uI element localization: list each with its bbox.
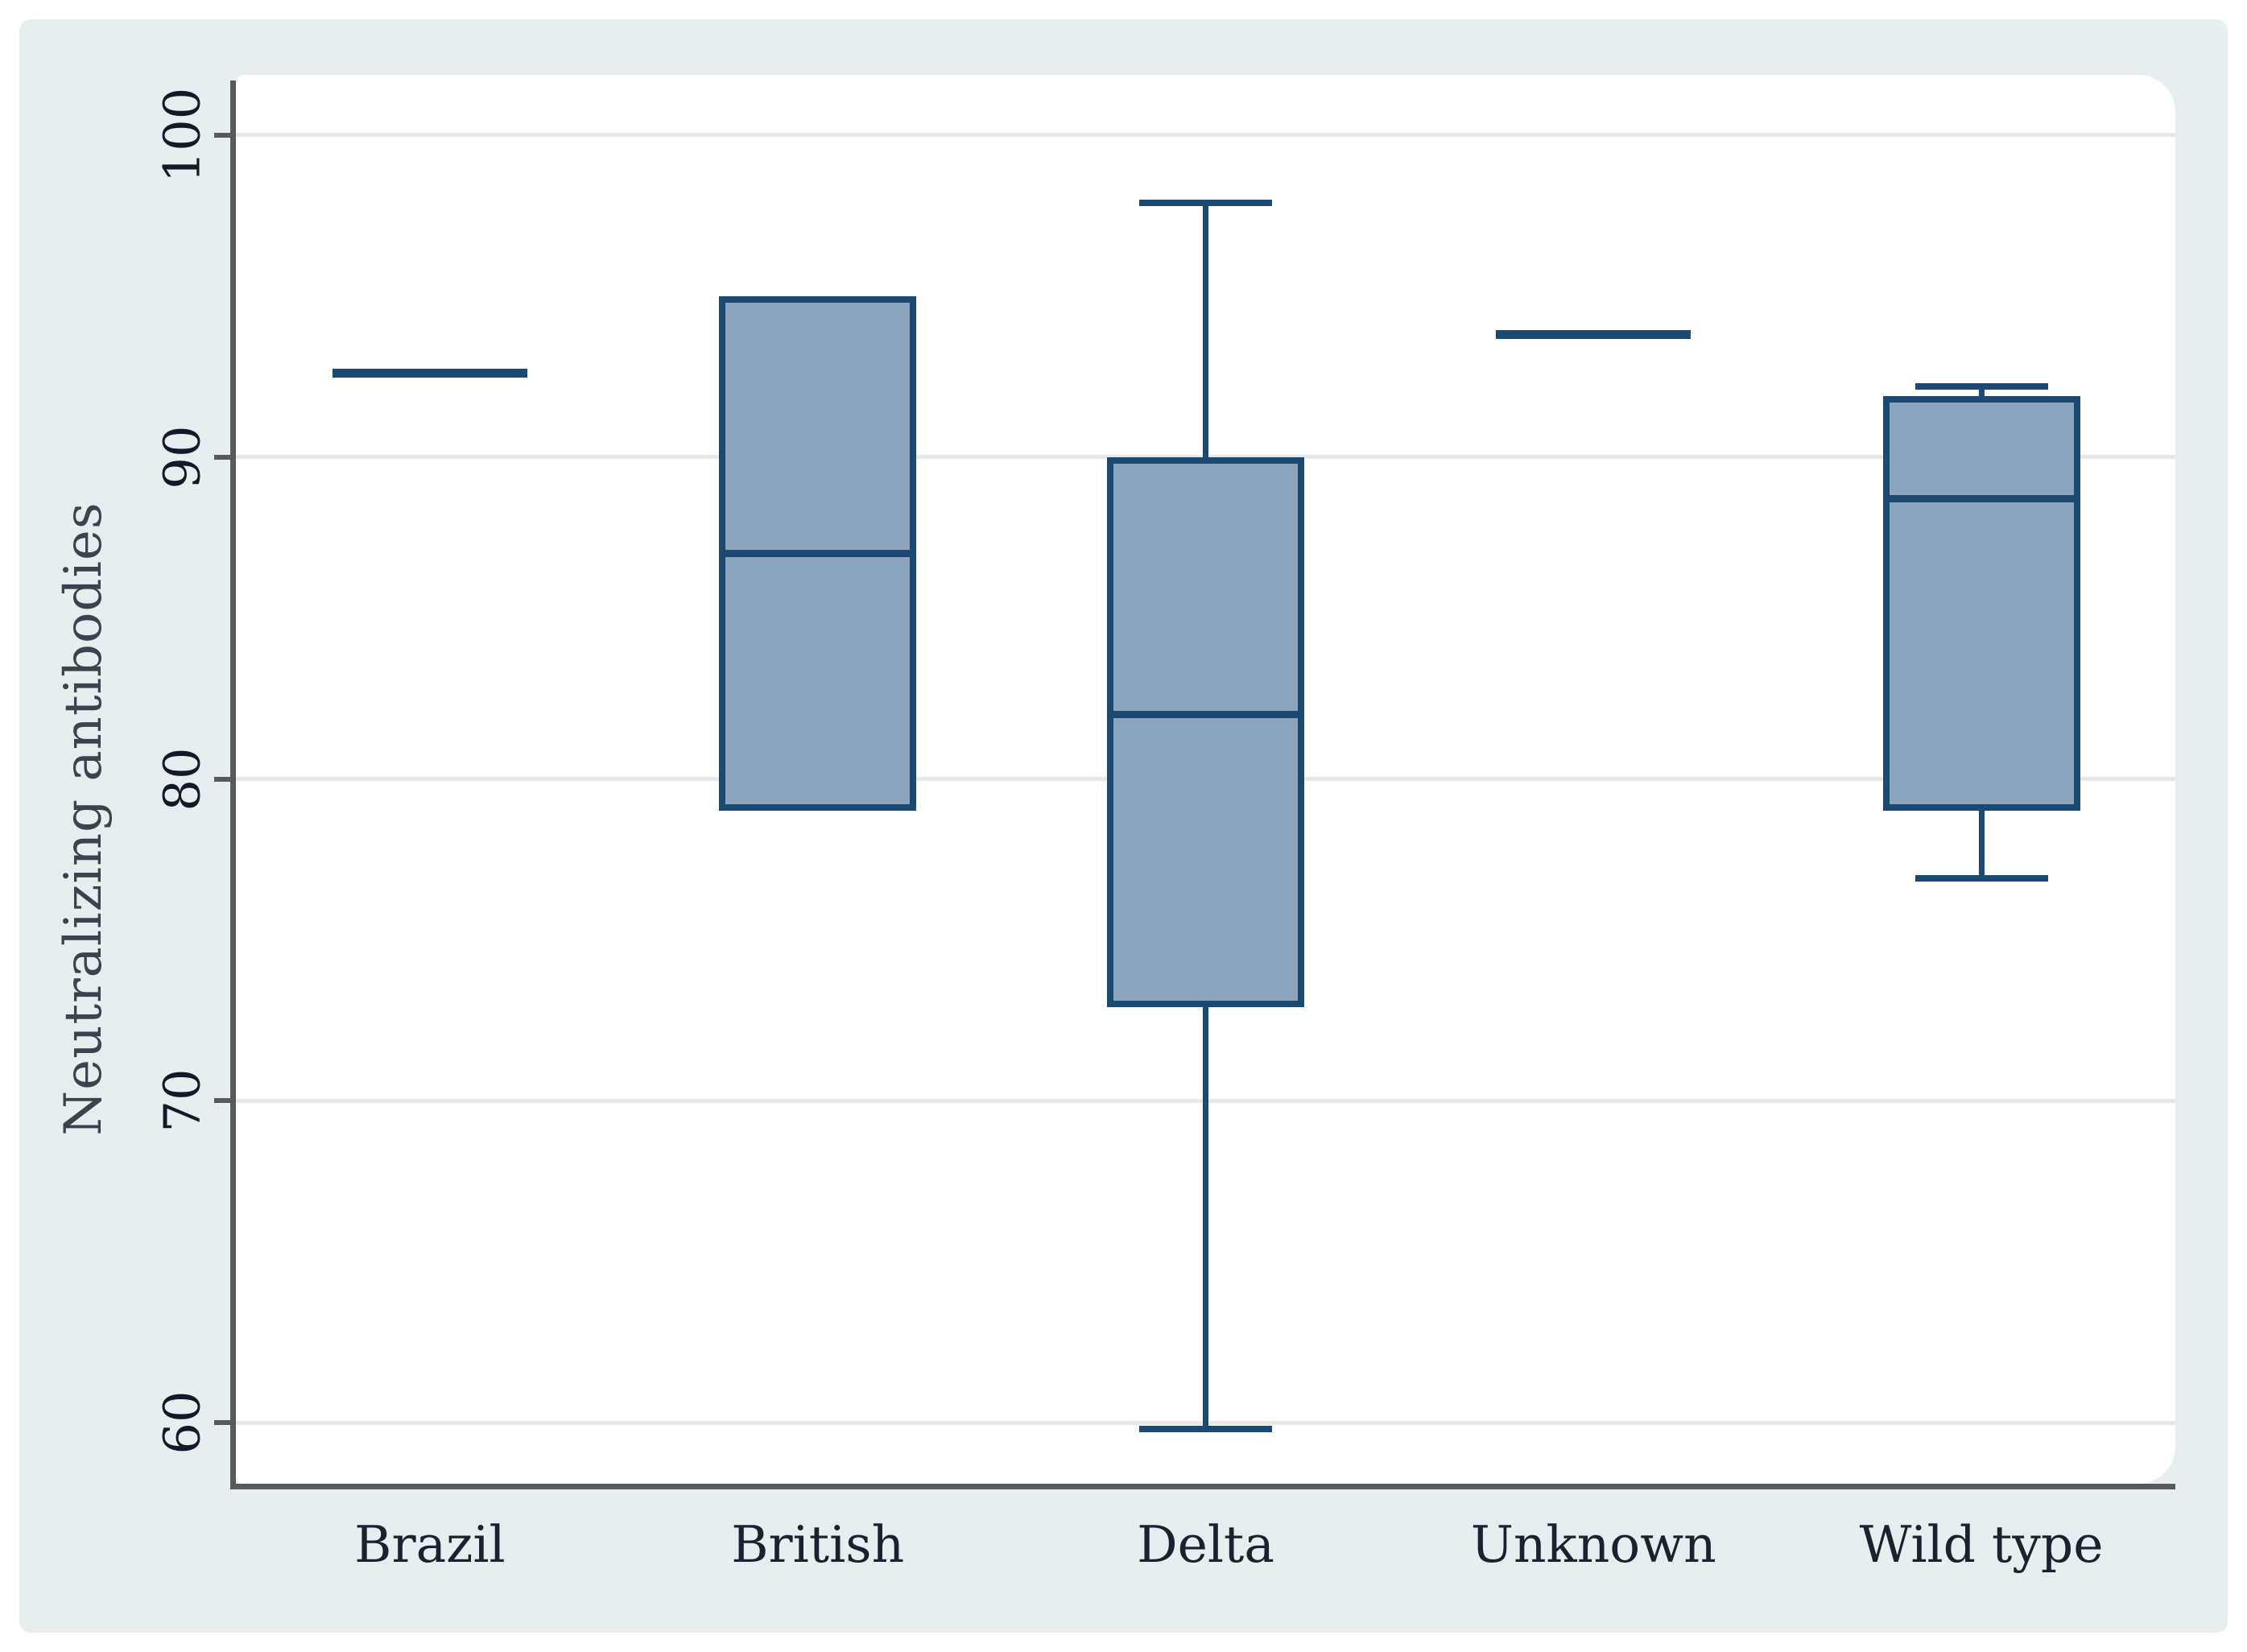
y-tick-60	[214, 1420, 236, 1426]
lower-whisker-cap	[1914, 875, 2048, 882]
category-label-wild-type: Wild type	[1859, 1515, 2104, 1574]
y-tick-90	[214, 454, 236, 460]
iqr-box	[1882, 395, 2080, 812]
y-tick-70	[214, 1098, 236, 1104]
y-tick-label-80: 80	[152, 747, 212, 811]
upper-whisker-stem	[1978, 386, 1985, 396]
y-tick-80	[214, 776, 236, 782]
median-line	[1107, 711, 1304, 719]
y-axis-line	[230, 81, 236, 1489]
y-axis-title: Neutralizing antibodies	[54, 501, 114, 1136]
lower-whisker-stem	[1203, 1007, 1208, 1430]
upper-whisker-cap	[1914, 382, 2048, 390]
category-label-british: British	[731, 1515, 905, 1574]
y-tick-100	[214, 132, 236, 138]
category-label-unknown: Unknown	[1470, 1515, 1716, 1574]
y-tick-label-90: 90	[152, 425, 212, 489]
category-label-delta: Delta	[1137, 1515, 1274, 1574]
y-tick-label-60: 60	[152, 1390, 212, 1455]
lower-whisker-stem	[1978, 811, 1985, 879]
median-line	[332, 369, 527, 378]
lower-whisker-cap	[1139, 1426, 1272, 1433]
upper-whisker-stem	[1203, 202, 1208, 457]
category-label-brazil: Brazil	[354, 1515, 506, 1574]
median-line	[719, 550, 917, 558]
iqr-box	[1107, 456, 1304, 1008]
median-line	[1882, 495, 2080, 503]
gridline-100	[236, 133, 2175, 138]
y-tick-label-100: 100	[152, 87, 212, 184]
upper-whisker-cap	[1139, 199, 1272, 206]
x-axis-line	[230, 1484, 2175, 1489]
y-tick-label-70: 70	[152, 1068, 212, 1133]
median-line	[1496, 330, 1691, 340]
